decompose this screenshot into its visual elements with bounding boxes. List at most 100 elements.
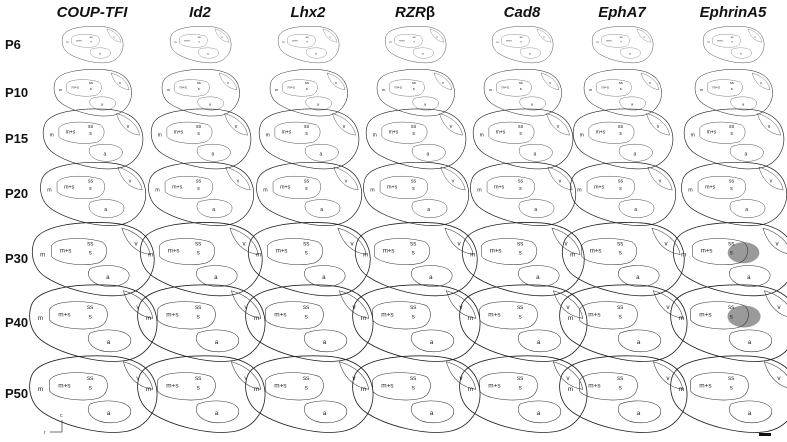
area-label-v: v	[770, 178, 773, 184]
cortex-outline	[472, 108, 574, 170]
area-label-s: s	[520, 39, 522, 43]
region-somatosensory	[166, 121, 213, 144]
area-label-ss: ss	[412, 80, 416, 85]
region-auditory	[304, 143, 339, 162]
area-label-s: s	[519, 131, 522, 137]
region-somatosensory	[159, 238, 216, 265]
region-somatosensory	[699, 121, 746, 144]
cortex-map-ephrina5-p15: m m+s sss a v	[683, 108, 785, 170]
region-visual	[229, 227, 259, 255]
area-label-m: m	[577, 187, 582, 193]
area-label-s: s	[519, 186, 522, 192]
cortex-map-epha7-p10: m m+s sss a v	[583, 69, 662, 117]
age-labels: P6 P10 P15 P20 P30 P40 P50	[5, 37, 28, 401]
cortex-outline	[31, 222, 155, 297]
area-label-a: a	[531, 101, 534, 106]
orient-caudal-label: c	[60, 413, 63, 419]
region-auditory	[88, 400, 131, 424]
area-label-ss: ss	[517, 304, 523, 311]
cortex-outline	[256, 161, 363, 226]
cortex-map-lhx2-p10: m m+s sss a v	[269, 69, 348, 117]
area-label-s: s	[730, 313, 733, 320]
area-label-m: m	[570, 251, 575, 258]
area-label-a: a	[104, 207, 107, 213]
region-somatosensory	[690, 372, 749, 401]
region-auditory	[411, 199, 448, 218]
region-somatosensory	[697, 176, 746, 199]
area-label-a: a	[207, 52, 209, 56]
cortex-outline	[591, 26, 654, 64]
cortex-outline	[245, 355, 374, 433]
area-label-ss: ss	[518, 178, 524, 184]
region-somatosensory	[157, 301, 216, 330]
region-auditory	[729, 143, 764, 162]
area-label-s: s	[306, 39, 308, 43]
region-visual	[332, 113, 356, 136]
cortex-map-cad8-p6: m m+s sss a v	[491, 26, 554, 64]
region-visual	[636, 28, 652, 43]
area-label-ss: ss	[88, 124, 94, 130]
area-label-v: v	[659, 178, 662, 184]
area-label-s: s	[305, 313, 308, 320]
gene-title-1: Id2	[189, 4, 211, 21]
area-label-a: a	[422, 52, 424, 56]
cortex-outline	[702, 26, 765, 64]
area-label-s: s	[197, 131, 200, 137]
region-auditory	[90, 47, 111, 59]
gene-title-text: RZR	[395, 4, 426, 21]
area-label-s: s	[520, 86, 522, 91]
region-somatosensory	[501, 34, 530, 48]
area-label-ss: ss	[306, 35, 310, 39]
area-label-ms: m+s	[383, 248, 395, 255]
region-auditory	[412, 96, 439, 111]
area-label-a: a	[320, 151, 323, 157]
area-label-s: s	[90, 39, 92, 43]
region-auditory	[88, 199, 125, 218]
region-somatosensory	[272, 176, 321, 199]
area-label-ms: m+s	[601, 85, 609, 90]
area-label-a: a	[745, 207, 748, 213]
cortex-outline	[670, 284, 787, 362]
area-label-ms: m+s	[174, 130, 184, 136]
area-label-v: v	[775, 241, 779, 248]
area-label-ss: ss	[410, 241, 416, 248]
cortex-outline	[354, 222, 478, 297]
area-label-m: m	[254, 386, 259, 393]
region-visual	[106, 28, 122, 43]
area-label-ss: ss	[195, 375, 201, 382]
region-somatosensory	[394, 34, 423, 48]
gene-title-4: Cad8	[504, 4, 541, 21]
region-visual	[122, 290, 154, 319]
area-label-m: m	[275, 87, 278, 92]
area-label-ss: ss	[89, 80, 93, 85]
scale-bar	[759, 433, 771, 436]
area-label-ms: m+s	[274, 382, 286, 389]
area-label-ms: m+s	[701, 248, 713, 255]
area-label-v: v	[754, 35, 756, 39]
region-visual	[338, 290, 370, 319]
cortex-map-epha7-p6: m m+s sss a v	[591, 26, 654, 64]
area-label-ss: ss	[411, 178, 417, 184]
area-label-ms: m+s	[172, 184, 183, 190]
region-somatosensory	[479, 301, 538, 330]
region-somatosensory	[374, 238, 431, 265]
area-label-m: m	[589, 87, 592, 92]
area-label-ss: ss	[517, 241, 523, 248]
area-label-s: s	[519, 249, 522, 256]
cortex-outline	[245, 284, 374, 362]
area-label-v: v	[543, 35, 545, 39]
area-label-ms: m+s	[496, 130, 506, 136]
area-label-ms: m+s	[76, 38, 82, 42]
area-label-ss: ss	[304, 178, 310, 184]
cortex-outline	[459, 284, 588, 362]
cortex-outline	[148, 161, 255, 226]
area-label-v: v	[459, 375, 463, 382]
area-label-s: s	[619, 249, 622, 256]
region-somatosensory	[712, 34, 741, 48]
area-label-ms: m+s	[387, 184, 398, 190]
region-somatosensory	[372, 301, 431, 330]
gene-title-5: EphA7	[598, 4, 646, 21]
